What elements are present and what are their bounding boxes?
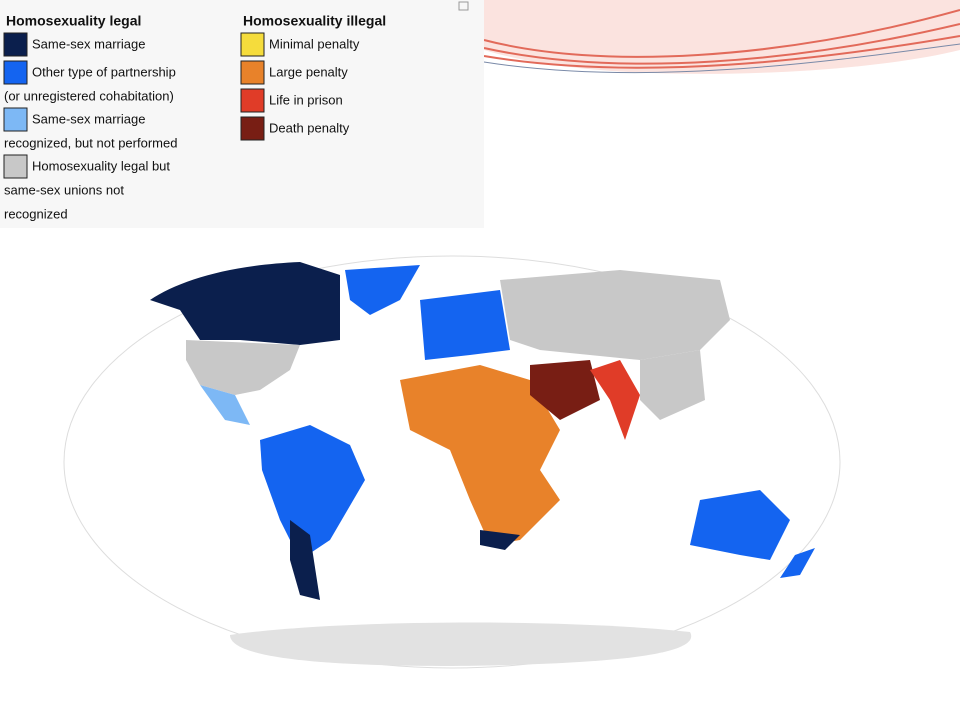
legend-swatch [3, 154, 28, 179]
legend: Homosexuality legal Same-sex marriage Othe… [3, 13, 386, 221]
south-america [260, 425, 365, 560]
legend-label: Death penalty [269, 120, 350, 135]
new-zealand [780, 548, 815, 578]
legend-label: Minimal penalty [269, 36, 360, 51]
russia-asia [500, 270, 730, 360]
legend-group-title: Homosexuality illegal [243, 13, 386, 29]
greenland [345, 265, 420, 315]
legend-swatch [3, 107, 28, 132]
europe [420, 290, 510, 360]
south-africa [480, 530, 520, 550]
legend-label: Other type of partnership [32, 64, 176, 79]
legend-swatch [240, 88, 265, 113]
antarctica [230, 622, 692, 666]
argentina [290, 520, 320, 600]
enlarge-icon[interactable] [458, 1, 469, 11]
legend-label: Same-sex marriage [32, 36, 145, 51]
legend-swatch [3, 60, 28, 85]
legend-group-title: Homosexuality legal [6, 13, 141, 29]
legend-swatch [3, 32, 28, 57]
legend-label: Life in prison [269, 92, 343, 107]
legend-label: (or unregistered cohabitation) [4, 88, 174, 103]
australia [690, 490, 790, 560]
decor-swoosh [484, 0, 960, 74]
legend-label: Same-sex marriage [32, 111, 145, 126]
legend-swatch [240, 116, 265, 141]
legend-label: Large penalty [269, 64, 348, 79]
china [640, 350, 705, 420]
legend-label: recognized, but not performed [4, 135, 177, 150]
mexico [200, 385, 250, 425]
legend-label: Homosexuality legal but [32, 158, 170, 173]
canada [150, 262, 340, 345]
legend-swatch [240, 32, 265, 57]
legend-swatch [240, 60, 265, 85]
legend-label: same-sex unions not [4, 182, 124, 197]
decor-lines [483, 9, 960, 69]
middle-east [530, 360, 600, 420]
south-asia [590, 360, 640, 440]
decor-line [483, 43, 960, 74]
africa [400, 365, 560, 545]
legend-label: recognized [4, 206, 68, 221]
world-map [63, 255, 841, 669]
usa [186, 340, 300, 395]
